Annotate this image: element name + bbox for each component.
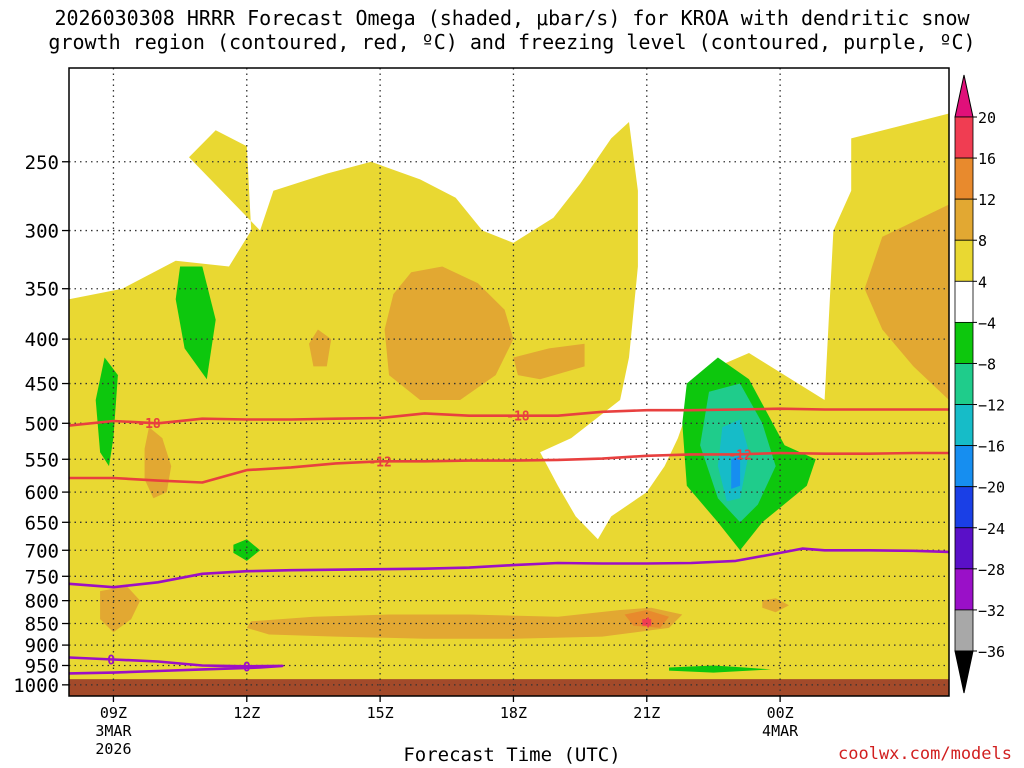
y-tick-label-250: 250 (25, 152, 59, 174)
y-tick-label-350: 350 (25, 279, 59, 301)
x-axis-title: Forecast Time (UTC) (403, 744, 621, 766)
x-tick-label-15Z: 15Z (367, 704, 394, 722)
y-tick-label-950: 950 (25, 655, 59, 677)
colorbar-swatch-0 (954, 116, 974, 159)
omega-region-7 (762, 598, 789, 613)
colorbar: 20 16 12 8 4 −4 −8 −12 −16 −20 −24 −28 −32 −36 (954, 74, 1005, 694)
colorbar-label-7: −12 (978, 397, 1005, 415)
omega-max-label-0: 4 (643, 617, 651, 632)
dendritic-minus-18-label-1: -18 (506, 410, 530, 425)
omega-region-18 (731, 455, 741, 489)
colorbar-label-0: 20 (978, 109, 996, 127)
chart-title-line-2: growth region (contoured, red, ºC) and f… (48, 30, 976, 54)
colorbar-label-11: −28 (978, 561, 1005, 579)
colorbar-swatch-12 (954, 609, 974, 652)
freezing-level-lower-label-0: 0 (107, 653, 115, 668)
y-tick-label-1000: 1000 (13, 675, 59, 697)
y-tick-label-700: 700 (25, 540, 59, 562)
omega-region-1 (384, 266, 514, 400)
x-tick-year-09Z: 2026 (95, 740, 131, 758)
y-tick-label-500: 500 (25, 413, 59, 435)
dendritic-minus-12-label-1: -12 (728, 448, 751, 463)
grid-lines (69, 68, 949, 696)
x-tick-label-00Z: 00Z (767, 704, 794, 722)
colorbar-label-6: −8 (978, 355, 996, 373)
y-tick-label-300: 300 (25, 221, 59, 243)
colorbar-swatch-9 (954, 486, 974, 529)
y-tick-label-650: 650 (25, 512, 59, 534)
freezing-level-lower-label-1: 0 (243, 660, 251, 675)
omega-region-11 (95, 357, 118, 467)
colorbar-label-2: 12 (978, 191, 996, 209)
omega-region-10 (642, 619, 652, 626)
contour-labels: -18 -18 -12 -12 0 0 4 (107, 410, 752, 676)
dendritic-minus-18-label-0: -18 (137, 417, 161, 432)
colorbar-bottom-arrow (954, 650, 974, 694)
x-tick-date-00Z: 4MAR (762, 722, 799, 740)
freezing-level-lower-contour (69, 656, 284, 675)
y-tick-label-400: 400 (25, 329, 59, 351)
omega-region-2 (309, 329, 332, 367)
x-tick-label-12Z: 12Z (233, 704, 260, 722)
y-tick-label-750: 750 (25, 566, 59, 588)
freezing-level-upper-contour (69, 547, 949, 589)
colorbar-swatch-5 (954, 321, 974, 364)
omega-region-5 (100, 586, 141, 633)
omega-shading (69, 68, 949, 696)
colorbar-label-1: 16 (978, 150, 996, 168)
colorbar-swatch-3 (954, 239, 974, 282)
chart-title: 2026030308 HRRR Forecast Omega (shaded, … (0, 6, 1024, 54)
y-tick-label-900: 900 (25, 635, 59, 657)
colorbar-swatch-1 (954, 157, 974, 200)
chart-title-line-1: 2026030308 HRRR Forecast Omega (shaded, … (54, 6, 970, 30)
dendritic-minus-12-label-0: -12 (368, 455, 391, 470)
omega-region-0 (69, 68, 949, 696)
y-tick-label-550: 550 (25, 449, 59, 471)
colorbar-swatch-10 (954, 527, 974, 570)
terrain-layer (69, 679, 949, 696)
plot-frame (68, 67, 950, 697)
colorbar-swatch-8 (954, 445, 974, 488)
omega-region-6 (246, 607, 683, 639)
colorbar-label-10: −24 (978, 520, 1005, 538)
x-tick-label-09Z: 09Z (100, 704, 127, 722)
colorbar-top-arrow (954, 74, 974, 118)
dendritic-minus-18-contour (69, 407, 949, 427)
y-axis: 2503003504004505005506006507007508008509… (13, 152, 69, 697)
colorbar-swatch-4 (954, 280, 974, 323)
colorbar-label-5: −4 (978, 314, 996, 332)
y-tick-label-800: 800 (25, 591, 59, 613)
colorbar-swatch-11 (954, 568, 974, 611)
y-tick-label-600: 600 (25, 482, 59, 504)
colorbar-swatch-7 (954, 404, 974, 447)
colorbar-label-12: −32 (978, 602, 1005, 620)
omega-region-12 (175, 266, 216, 380)
x-tick-date-09Z: 3MAR (95, 722, 132, 740)
y-tick-label-450: 450 (25, 374, 59, 396)
colorbar-label-3: 8 (978, 232, 987, 250)
x-tick-label-21Z: 21Z (633, 704, 660, 722)
y-tick-label-850: 850 (25, 614, 59, 636)
dendritic-minus-12-contour (69, 451, 949, 484)
omega-region-14 (233, 539, 261, 561)
colorbar-swatch-2 (954, 198, 974, 241)
colorbar-label-13: −36 (978, 643, 1005, 661)
terrain-surface (69, 679, 949, 696)
colorbar-label-4: 4 (978, 273, 987, 291)
site-credit: coolwx.com/models (838, 744, 1012, 764)
omega-region-8 (864, 204, 949, 400)
omega-region-3 (513, 343, 585, 380)
colorbar-swatch-6 (954, 363, 974, 405)
colorbar-label-9: −20 (978, 479, 1005, 497)
x-tick-label-18Z: 18Z (500, 704, 527, 722)
temperature-contours (69, 407, 949, 675)
omega-region-15 (669, 665, 772, 673)
colorbar-label-8: −16 (978, 438, 1005, 456)
